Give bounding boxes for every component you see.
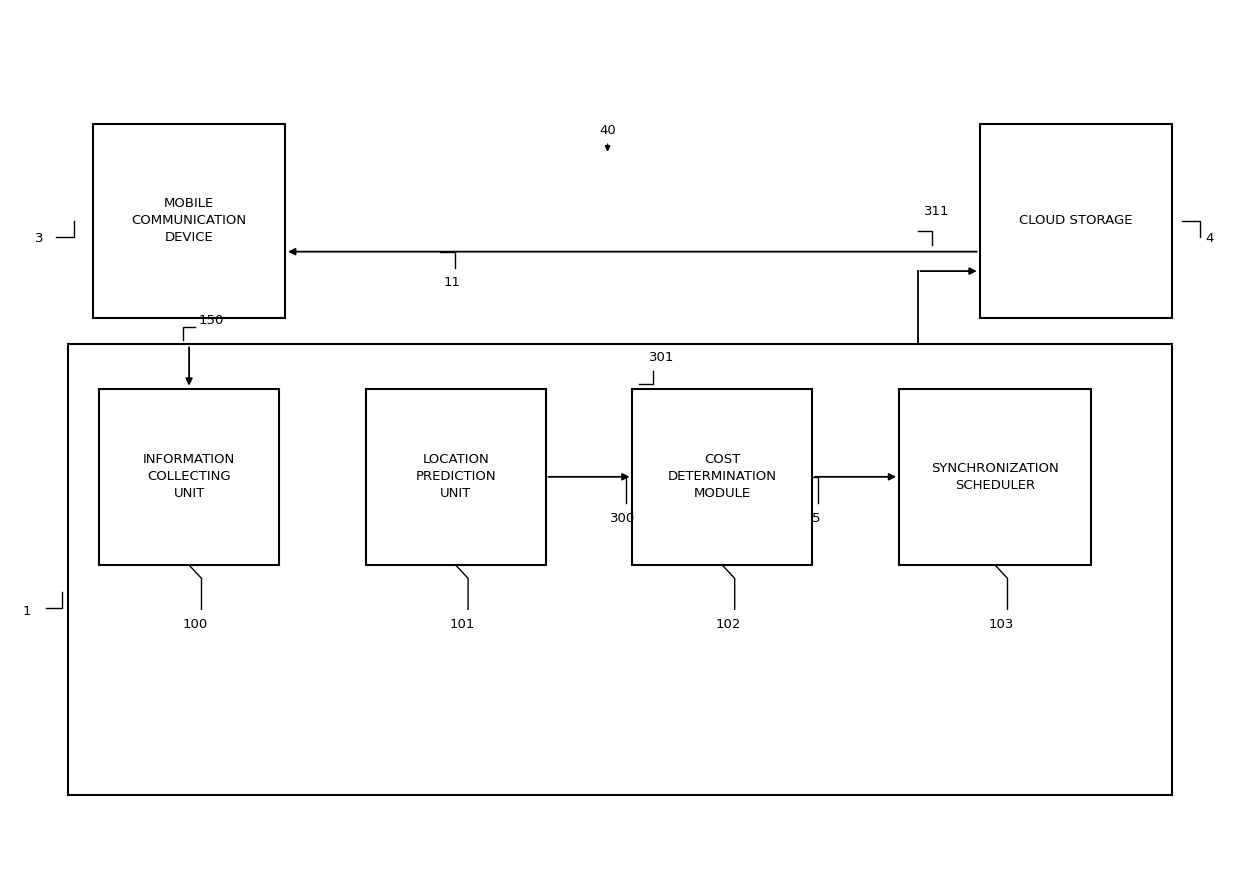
Bar — [980, 124, 1172, 318]
Text: 100: 100 — [182, 618, 208, 631]
Text: 3: 3 — [35, 232, 43, 245]
Text: 103: 103 — [988, 618, 1014, 631]
Text: 11: 11 — [444, 276, 461, 290]
Text: CLOUD STORAGE: CLOUD STORAGE — [1019, 215, 1132, 227]
Text: 300: 300 — [610, 512, 635, 525]
Text: 1: 1 — [22, 605, 31, 618]
Text: 102: 102 — [715, 618, 742, 631]
Text: LOCATION
PREDICTION
UNIT: LOCATION PREDICTION UNIT — [415, 453, 496, 501]
Text: COST
DETERMINATION
MODULE: COST DETERMINATION MODULE — [668, 453, 776, 501]
Text: 4: 4 — [1205, 232, 1214, 245]
Bar — [632, 389, 812, 565]
Bar — [99, 389, 279, 565]
Text: 40: 40 — [599, 124, 616, 137]
Bar — [899, 389, 1091, 565]
Text: 101: 101 — [449, 618, 475, 631]
Text: 5: 5 — [812, 512, 820, 525]
Text: INFORMATION
COLLECTING
UNIT: INFORMATION COLLECTING UNIT — [143, 453, 236, 501]
Bar — [366, 389, 546, 565]
Text: SYNCHRONIZATION
SCHEDULER: SYNCHRONIZATION SCHEDULER — [931, 462, 1059, 492]
Text: 311: 311 — [924, 205, 950, 218]
Text: 301: 301 — [649, 351, 673, 364]
Bar — [93, 124, 285, 318]
Text: MOBILE
COMMUNICATION
DEVICE: MOBILE COMMUNICATION DEVICE — [131, 197, 247, 245]
Bar — [68, 344, 1172, 795]
Text: 150: 150 — [198, 313, 224, 327]
